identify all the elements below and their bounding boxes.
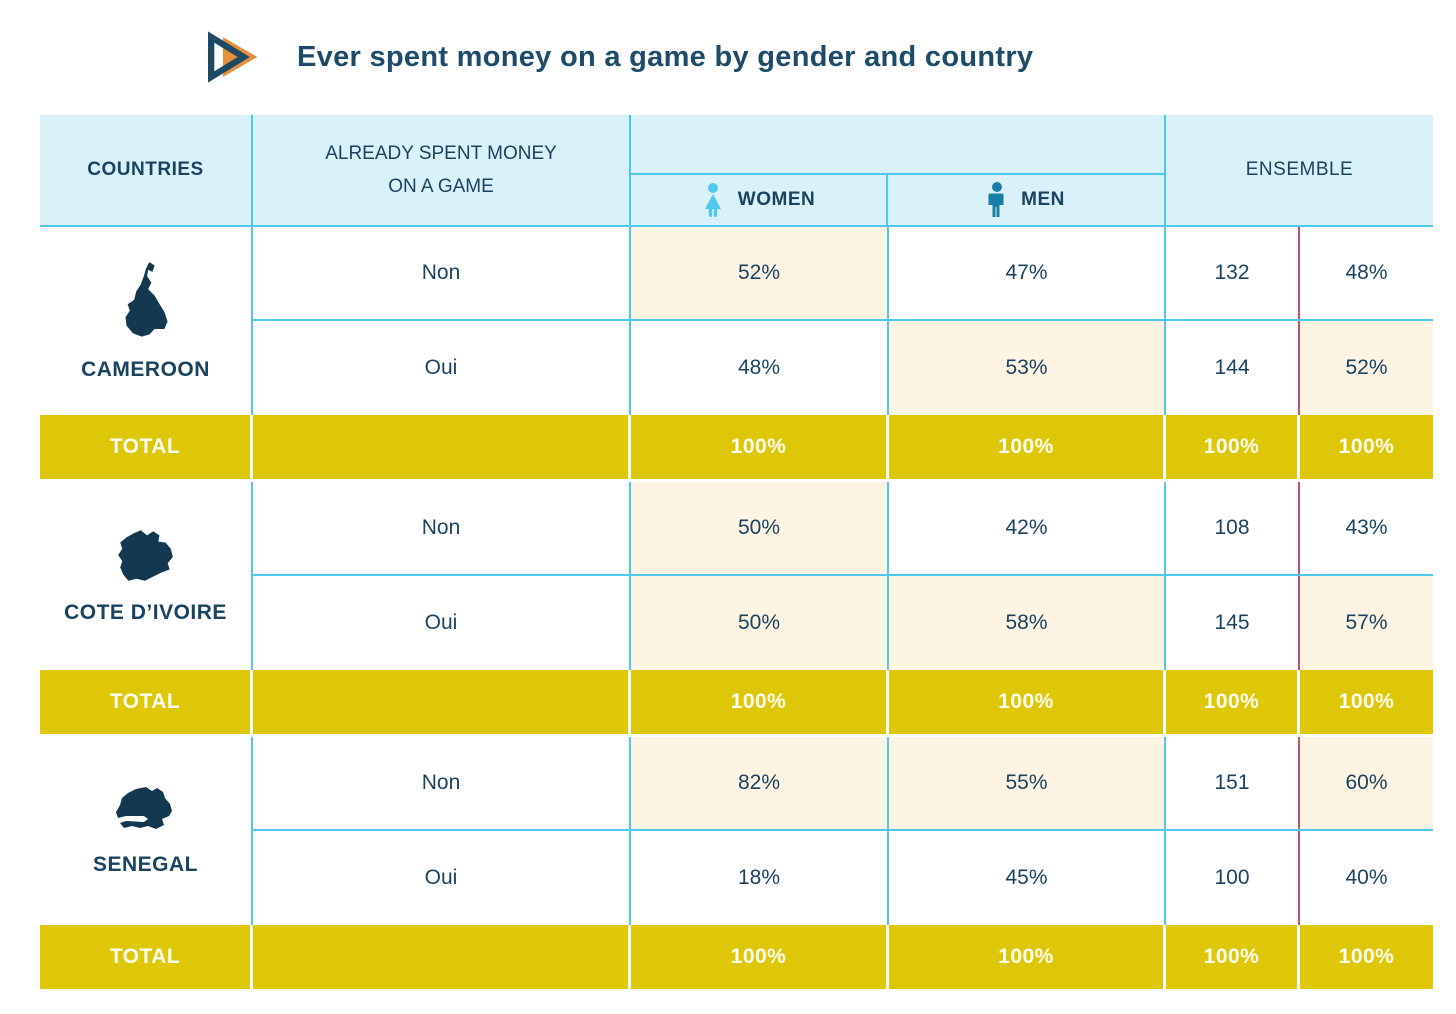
- header-women-label: WOMEN: [737, 189, 816, 210]
- men-value-cell: 45%: [889, 831, 1166, 925]
- men-value-cell: 53%: [889, 321, 1166, 415]
- answer-cell: Oui: [253, 831, 631, 925]
- ensemble-count-cell: 132: [1166, 227, 1300, 319]
- table-row: Oui 18% 45% 100 40%: [253, 831, 1433, 925]
- data-table: COUNTRIES ALREADY SPENT MONEY ON A GAME: [40, 115, 1433, 992]
- ensemble-count-cell: 151: [1166, 737, 1300, 829]
- total-row-senegal: TOTAL 100% 100% 100% 100%: [40, 925, 1433, 989]
- header-already-spent: ALREADY SPENT MONEY ON A GAME: [253, 115, 631, 225]
- section-cote-divoire: COTE D’IVOIRE Non 50% 42% 108 43% Oui 50…: [40, 482, 1433, 734]
- section-cameroon-rows: Non 52% 47% 132 48% Oui 48% 53% 144 52%: [253, 227, 1433, 415]
- ensemble-count-cell: 145: [1166, 576, 1300, 670]
- table-header: COUNTRIES ALREADY SPENT MONEY ON A GAME: [40, 115, 1433, 227]
- total-women-cell: 100%: [631, 415, 889, 479]
- cote-divoire-map-icon: [117, 530, 173, 581]
- header-already-spent-line2: ON A GAME: [388, 176, 494, 197]
- section-senegal: SENEGAL Non 82% 55% 151 60% Oui 18% 45% …: [40, 737, 1433, 989]
- women-value-cell: 50%: [631, 482, 889, 574]
- total-label-cell: TOTAL: [40, 925, 253, 989]
- ensemble-pct-cell: 40%: [1345, 866, 1388, 889]
- header-men: MEN: [888, 175, 1164, 225]
- header-men-label: MEN: [1021, 189, 1065, 210]
- total-count-cell: 100%: [1166, 670, 1300, 734]
- ensemble-count-cell: 108: [1166, 482, 1300, 574]
- total-empty-cell: [253, 925, 631, 989]
- page-title: Ever spent money on a game by gender and…: [297, 40, 1034, 73]
- table-row: Non 50% 42% 108 43%: [253, 482, 1433, 576]
- women-value-cell: 18%: [631, 831, 889, 925]
- ensemble-pct-cell: 52%: [1300, 321, 1433, 415]
- header-gender-group-spacer: [631, 115, 1164, 175]
- ensemble-count-cell: 100: [1166, 831, 1300, 925]
- women-value-cell: 52%: [631, 227, 889, 319]
- country-name: CAMEROON: [81, 358, 210, 381]
- ensemble-pct-cell: 57%: [1300, 576, 1433, 670]
- section-cote-divoire-body: COTE D’IVOIRE Non 50% 42% 108 43% Oui 50…: [40, 482, 1433, 670]
- total-count-cell: 100%: [1166, 415, 1300, 479]
- section-senegal-rows: Non 82% 55% 151 60% Oui 18% 45% 100 40%: [253, 737, 1433, 925]
- women-value-cell: 82%: [631, 737, 889, 829]
- answer-cell: Oui: [253, 576, 631, 670]
- total-men-cell: 100%: [889, 925, 1166, 989]
- women-value-cell: 50%: [631, 576, 889, 670]
- ensemble-pct-cell: 43%: [1345, 516, 1388, 539]
- total-women-cell: 100%: [631, 925, 889, 989]
- total-men-cell: 100%: [889, 670, 1166, 734]
- women-value-cell: 48%: [631, 321, 889, 415]
- cameroon-map-icon: [125, 262, 168, 337]
- ensemble-count-cell: 144: [1166, 321, 1300, 415]
- man-icon: [987, 182, 1007, 218]
- header-gender-subrow: WOMEN MEN: [631, 175, 1164, 225]
- total-empty-cell: [253, 415, 631, 479]
- section-cameroon-body: CAMEROON Non 52% 47% 132 48% Oui 48% 53%: [40, 227, 1433, 415]
- double-play-triangle-icon: [207, 31, 258, 83]
- answer-cell: Non: [253, 482, 631, 574]
- country-name: COTE D’IVOIRE: [64, 601, 227, 624]
- country-cell-senegal: SENEGAL: [40, 737, 253, 925]
- total-label-cell: TOTAL: [40, 415, 253, 479]
- total-count-cell: 100%: [1166, 925, 1300, 989]
- header-women: WOMEN: [631, 175, 889, 225]
- total-pct-cell: 100%: [1300, 415, 1433, 479]
- title-row: Ever spent money on a game by gender and…: [203, 28, 1033, 86]
- total-empty-cell: [253, 670, 631, 734]
- woman-icon: [702, 182, 724, 218]
- country-cell-cote-divoire: COTE D’IVOIRE: [40, 482, 253, 670]
- country-name: SENEGAL: [92, 853, 198, 876]
- table-row: Non 82% 55% 151 60%: [253, 737, 1433, 831]
- men-value-cell: 47%: [889, 227, 1166, 319]
- table-row: Oui 50% 58% 145 57%: [253, 576, 1433, 670]
- section-cote-divoire-rows: Non 50% 42% 108 43% Oui 50% 58% 145 57%: [253, 482, 1433, 670]
- answer-cell: Non: [253, 227, 631, 319]
- total-men-cell: 100%: [889, 415, 1166, 479]
- total-label-cell: TOTAL: [40, 670, 253, 734]
- header-ensemble: ENSEMBLE: [1166, 115, 1433, 225]
- header-gender-group: WOMEN MEN: [631, 115, 1166, 225]
- ensemble-pct-cell: 60%: [1300, 737, 1433, 829]
- ensemble-pct-cell: 48%: [1345, 261, 1388, 284]
- men-value-cell: 42%: [889, 482, 1166, 574]
- table-row: Non 52% 47% 132 48%: [253, 227, 1433, 321]
- men-value-cell: 55%: [889, 737, 1166, 829]
- answer-cell: Non: [253, 737, 631, 829]
- total-row-cote-divoire: TOTAL 100% 100% 100% 100%: [40, 670, 1433, 734]
- total-pct-cell: 100%: [1300, 925, 1433, 989]
- header-already-spent-line1: ALREADY SPENT MONEY: [325, 142, 557, 164]
- total-row-cameroon: TOTAL 100% 100% 100% 100%: [40, 415, 1433, 479]
- header-countries: COUNTRIES: [40, 115, 253, 225]
- table-row: Oui 48% 53% 144 52%: [253, 321, 1433, 415]
- country-cell-cameroon: CAMEROON: [40, 227, 253, 415]
- total-women-cell: 100%: [631, 670, 889, 734]
- section-cameroon: CAMEROON Non 52% 47% 132 48% Oui 48% 53%: [40, 227, 1433, 479]
- total-pct-cell: 100%: [1300, 670, 1433, 734]
- section-senegal-body: SENEGAL Non 82% 55% 151 60% Oui 18% 45% …: [40, 737, 1433, 925]
- senegal-map-icon: [115, 787, 172, 829]
- men-value-cell: 58%: [889, 576, 1166, 670]
- answer-cell: Oui: [253, 321, 631, 415]
